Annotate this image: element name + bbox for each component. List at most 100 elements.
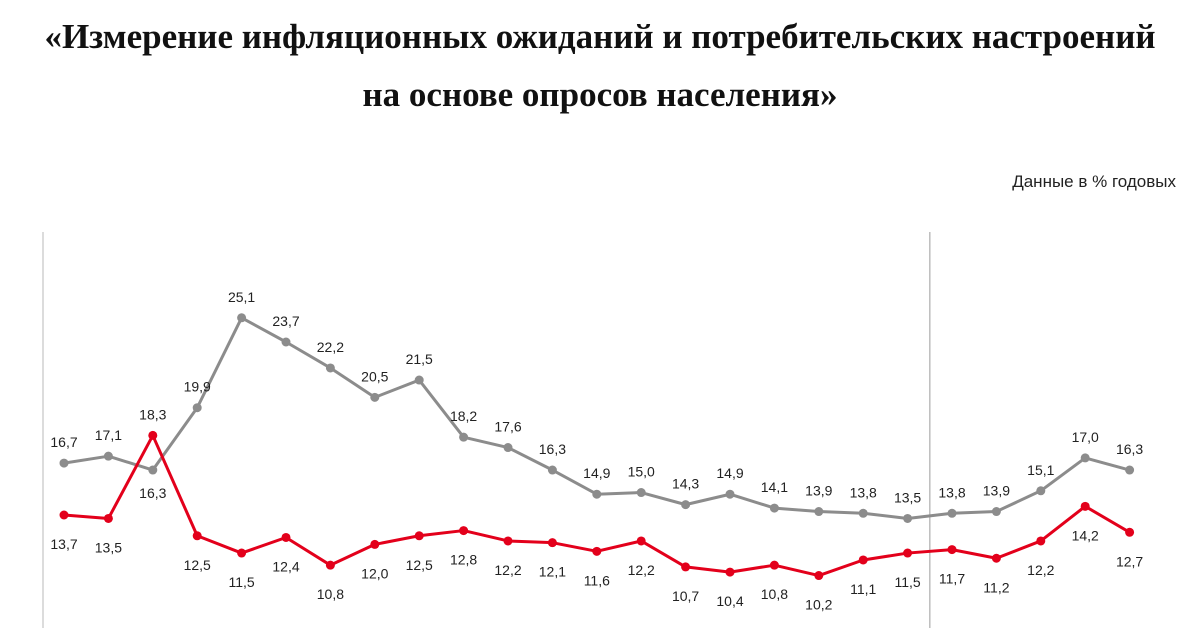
- series-1-data-label-23: 15,1: [1027, 462, 1054, 478]
- series-2-point-14: [636, 536, 646, 546]
- series-2-data-label-5: 11,5: [228, 574, 254, 590]
- page-title: «Измерение инфляционных ожиданий и потре…: [0, 8, 1200, 124]
- series-2-data-label-10: 12,8: [450, 552, 477, 568]
- series-2-data-label-21: 11,7: [939, 571, 965, 587]
- series-1-point-16: [725, 489, 735, 499]
- series-2-data-label-19: 11,1: [850, 581, 876, 597]
- series-2-data-label-4: 12,5: [184, 557, 211, 573]
- series-1-point-18: [814, 507, 824, 517]
- series-2-data-label-14: 12,2: [628, 562, 655, 578]
- series-1-data-label-12: 16,3: [539, 441, 566, 457]
- series-2-point-25: [1125, 527, 1135, 537]
- series-2-point-3: [148, 430, 158, 440]
- series-2-point-6: [281, 532, 291, 542]
- series-2-point-22: [991, 553, 1001, 563]
- series-1-line: [62, 316, 1132, 520]
- series-2-point-20: [903, 548, 913, 558]
- series-2-point-10: [459, 526, 469, 536]
- series-2-point-18: [814, 571, 824, 581]
- series-2-point-9: [414, 531, 424, 541]
- series-1-data-label-1: 16,7: [50, 434, 77, 450]
- series-1-point-15: [681, 500, 691, 510]
- series-2-data-label-7: 10,8: [317, 586, 344, 602]
- series-1-data-label-9: 21,5: [406, 351, 433, 367]
- series-1-data-label-22: 13,9: [983, 483, 1010, 499]
- series-1-point-17: [769, 503, 779, 513]
- units-label: Данные в % годовых: [1012, 172, 1176, 191]
- series-1-data-label-11: 17,6: [494, 419, 521, 435]
- series-1-data-label-19: 13,8: [850, 484, 877, 500]
- series-1-data-label-7: 22,2: [317, 339, 344, 355]
- series-1-point-25: [1125, 465, 1135, 475]
- series-2-data-label-18: 10,2: [805, 597, 832, 613]
- series-1-point-11: [503, 443, 513, 453]
- series-1-data-label-14: 15,0: [628, 464, 655, 480]
- series-1-point-7: [325, 363, 335, 373]
- series-1-point-14: [636, 488, 646, 498]
- series-1-point-20: [903, 513, 913, 523]
- series-2-point-11: [503, 536, 513, 546]
- series-1-point-3: [148, 465, 158, 475]
- series-1-data-label-5: 25,1: [228, 289, 255, 305]
- series-1-data-label-4: 19,9: [184, 379, 211, 395]
- series-2-point-8: [370, 539, 380, 549]
- series-1-data-label-3: 16,3: [139, 485, 166, 501]
- series-2-point-16: [725, 567, 735, 577]
- series-2-data-label-22: 11,2: [983, 579, 1009, 595]
- series-1-point-19: [858, 508, 868, 518]
- series-2-point-4: [192, 531, 202, 541]
- series-2-data-label-12: 12,1: [539, 564, 566, 580]
- series-2-point-17: [769, 560, 779, 570]
- title-line-1: «Измерение инфляционных ожиданий и потре…: [44, 17, 1156, 56]
- series-1-data-label-2: 17,1: [95, 427, 122, 443]
- series-2-point-21: [947, 545, 957, 555]
- series-1-point-6: [281, 337, 291, 347]
- series-1-point-2: [103, 451, 113, 461]
- series-1-point-9: [414, 375, 424, 385]
- series-1-data-label-21: 13,8: [938, 484, 965, 500]
- series-1-data-label-24: 17,0: [1072, 429, 1099, 445]
- series-2-data-label-20: 11,5: [894, 574, 920, 590]
- series-2-data-label-13: 11,6: [584, 572, 610, 588]
- series-2-point-24: [1080, 501, 1090, 511]
- series-1-point-8: [370, 392, 380, 402]
- series-2-data-label-23: 12,2: [1027, 562, 1054, 578]
- series-1-point-21: [947, 508, 957, 518]
- series-1-data-label-8: 20,5: [361, 368, 388, 384]
- series-2-data-label-1: 13,7: [50, 536, 77, 552]
- series-1-point-5: [237, 313, 247, 323]
- series-2-point-7: [325, 560, 335, 570]
- series-2-data-label-6: 12,4: [272, 558, 299, 574]
- title-line-2: на основе опросов населения»: [362, 75, 838, 114]
- series-2-data-label-11: 12,2: [494, 562, 521, 578]
- series-2-data-label-15: 10,7: [672, 588, 699, 604]
- series-2-data-label-17: 10,8: [761, 586, 788, 602]
- series-1-data-label-10: 18,2: [450, 408, 477, 424]
- series-1-data-label-20: 13,5: [894, 489, 921, 505]
- series-1-point-4: [192, 403, 202, 413]
- series-1-data-label-16: 14,9: [716, 465, 743, 481]
- series-2-data-label-8: 12,0: [361, 565, 388, 581]
- series-1-point-10: [459, 432, 469, 442]
- series-1-point-12: [547, 465, 557, 475]
- series-1-data-label-25: 16,3: [1116, 441, 1143, 457]
- series-2-point-15: [681, 562, 691, 572]
- series-2-data-label-24: 14,2: [1072, 527, 1099, 543]
- series-2-point-2: [103, 513, 113, 523]
- series-1-point-1: [59, 458, 69, 468]
- series-1-data-label-13: 14,9: [583, 465, 610, 481]
- series-2-point-13: [592, 546, 602, 556]
- series-2-point-23: [1036, 536, 1046, 546]
- series-2-point-5: [237, 548, 247, 558]
- series-2-data-label-9: 12,5: [406, 557, 433, 573]
- series-1-point-13: [592, 489, 602, 499]
- series-2-data-label-2: 13,5: [95, 539, 122, 555]
- series-1-data-label-6: 23,7: [272, 313, 299, 329]
- series-1-point-23: [1036, 486, 1046, 496]
- series-1-data-label-15: 14,3: [672, 476, 699, 492]
- series-2-data-label-25: 12,7: [1116, 553, 1143, 569]
- series-2-point-1: [59, 510, 69, 520]
- series-1-point-24: [1080, 453, 1090, 463]
- series-2-data-label-3: 18,3: [139, 406, 166, 422]
